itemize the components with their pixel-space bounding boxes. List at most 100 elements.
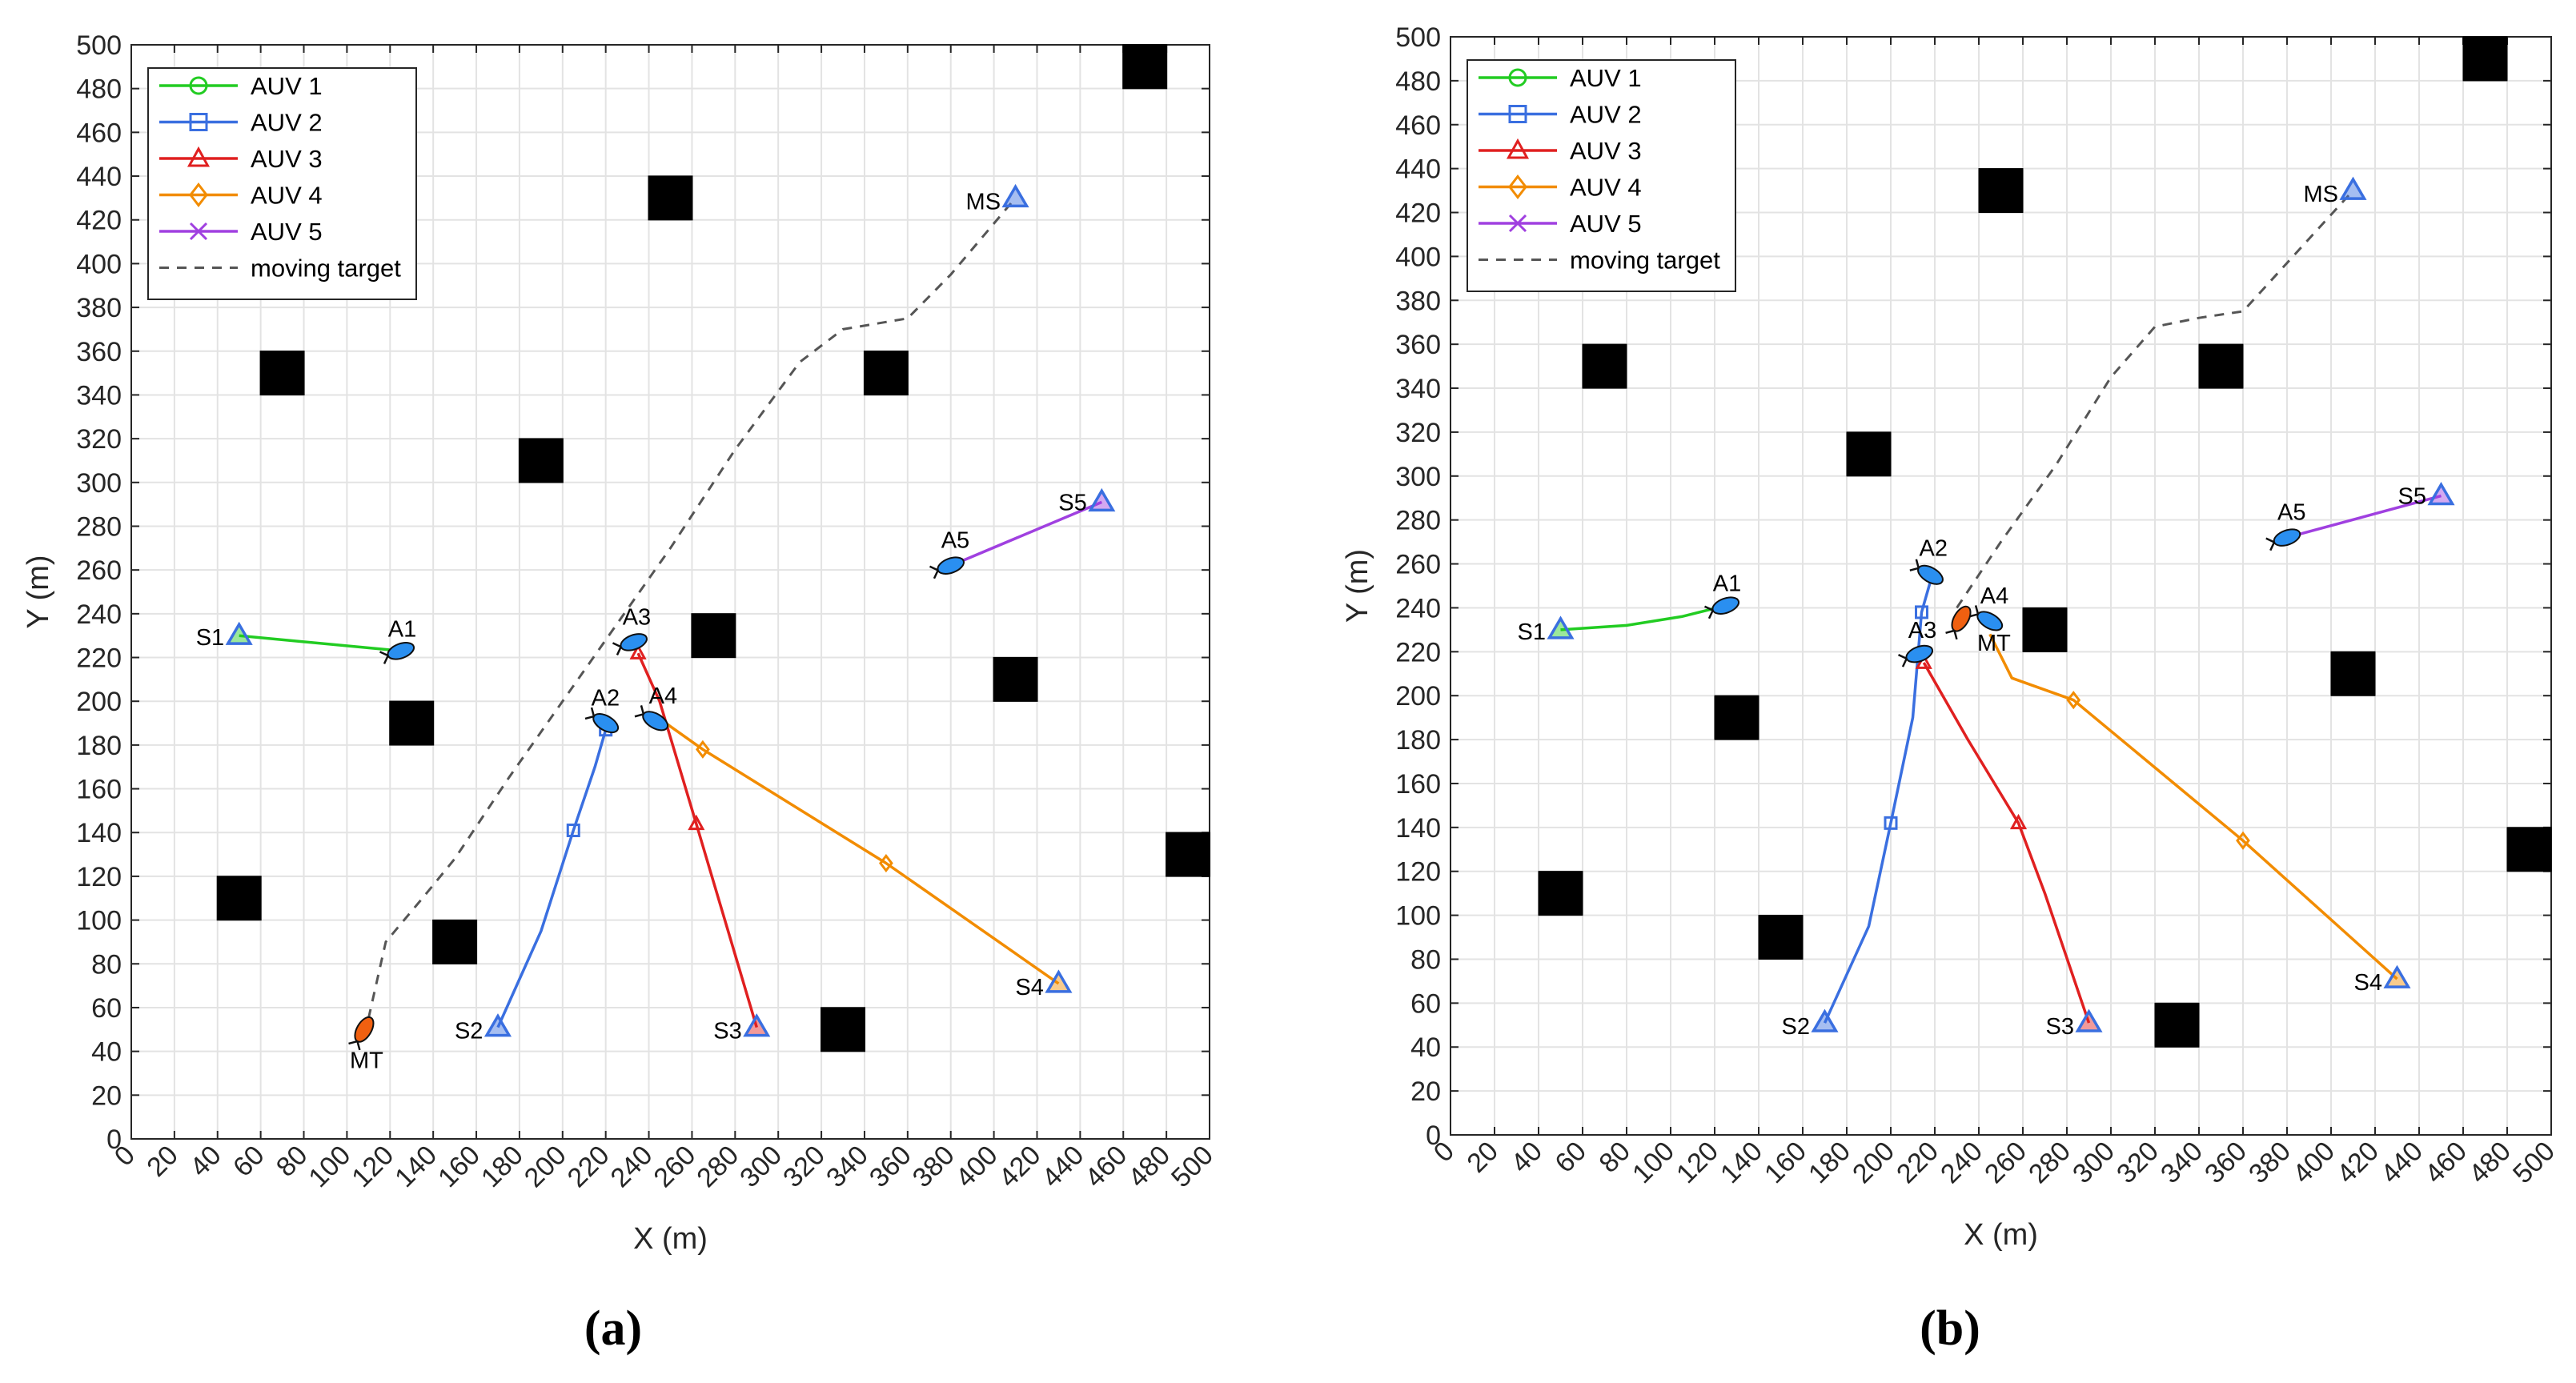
y-tick-label: 20	[91, 1080, 122, 1111]
y-tick-label: 480	[76, 74, 122, 105]
x-tick-label: 260	[648, 1140, 701, 1193]
y-tick-label: 340	[76, 380, 122, 411]
x-tick-label: 40	[184, 1140, 227, 1183]
x-tick-label: 480	[1122, 1140, 1176, 1193]
y-tick-label: 60	[91, 993, 122, 1024]
marker-circle-0	[189, 76, 208, 95]
y-tick-label: 400	[1395, 242, 1441, 272]
y-tick-label: 300	[1395, 462, 1441, 492]
y-tick-label: 80	[1410, 944, 1441, 975]
obstacle	[518, 438, 564, 483]
obstacle	[648, 175, 693, 221]
x-tick-label: 380	[2243, 1136, 2297, 1189]
marker-diamond-0	[879, 853, 893, 873]
obstacle	[2198, 343, 2244, 389]
y-tick-label: 140	[76, 818, 122, 848]
start-label: S5	[1058, 490, 1086, 515]
y-axis-label: Y (m)	[22, 555, 55, 628]
x-tick-label: 300	[2067, 1136, 2121, 1189]
y-tick-label: 120	[1395, 857, 1441, 888]
vehicle-fin	[2265, 537, 2276, 551]
y-tick-label: 420	[1395, 198, 1441, 229]
x-tick-label: 120	[346, 1140, 399, 1193]
legend-label: AUV 1	[1570, 64, 1642, 92]
vehicle-fin	[1945, 629, 1958, 640]
auv-icon	[1968, 605, 2004, 631]
obstacle	[1846, 431, 1892, 477]
y-tick-label: 140	[1395, 813, 1441, 844]
x-tick-label: 140	[1715, 1136, 1768, 1189]
start-marker-icon	[2075, 1008, 2103, 1032]
vehicle-label: A3	[623, 604, 651, 630]
x-tick-label: 480	[2463, 1136, 2517, 1189]
start-marker-icon	[1547, 615, 1575, 639]
legend-label: AUV 3	[1570, 137, 1642, 165]
x-tick-label: 360	[2199, 1136, 2253, 1189]
legend-label: AUV 2	[251, 109, 323, 137]
x-tick-label: 280	[691, 1140, 744, 1193]
x-tick-label: 440	[2375, 1136, 2429, 1189]
vehicle-label: MT	[350, 1048, 383, 1073]
auv-icon	[584, 707, 620, 734]
x-tick-label: 20	[141, 1140, 184, 1183]
start-label: S5	[2398, 483, 2426, 509]
x-tick-label: 320	[2111, 1136, 2165, 1189]
y-tick-label: 380	[76, 293, 122, 323]
series-line-auv-3	[1922, 662, 2091, 1024]
marker-circle-0	[1508, 68, 1527, 87]
start-label: MS	[2304, 182, 2339, 207]
vehicle-body	[1917, 564, 1944, 585]
marker-square-0	[566, 824, 580, 838]
y-tick-label: 160	[76, 775, 122, 805]
marker-triangle-2	[1506, 138, 1530, 159]
legend-box	[147, 67, 417, 300]
marker-x-4	[1508, 214, 1527, 233]
start-marker-icon	[1811, 1008, 1839, 1032]
vehicle-label: A5	[2277, 500, 2305, 526]
vehicle-body	[937, 556, 965, 575]
marker-square-1	[189, 113, 208, 131]
x-tick-label: 240	[605, 1140, 659, 1193]
start-label: S3	[713, 1019, 741, 1044]
y-tick-label: 100	[1395, 901, 1441, 932]
x-tick-label: 120	[1671, 1136, 1724, 1189]
vehicle-label: A4	[649, 683, 677, 709]
y-tick-label: 220	[76, 643, 122, 674]
y-tick-label: 0	[1426, 1120, 1441, 1151]
legend-label: moving target	[1570, 247, 1720, 275]
y-tick-label: 280	[1395, 506, 1441, 536]
chart-panel-b: 0 20 40 60 801001201401601802002202402602803…	[1341, 22, 2561, 1356]
x-tick-label: 80	[1593, 1136, 1636, 1179]
y-tick-label: 500	[76, 30, 122, 61]
y-tick-label: 40	[1410, 1032, 1441, 1063]
vehicle-fin	[1897, 653, 1908, 667]
x-tick-label: 160	[1759, 1136, 1812, 1189]
x-tick-label: 420	[2331, 1136, 2385, 1189]
y-tick-label: 120	[76, 862, 122, 892]
vehicle-label: MT	[1977, 631, 2011, 656]
vehicle-label: A3	[1908, 618, 1936, 643]
x-tick-label: 220	[562, 1140, 616, 1193]
legend-label: AUV 1	[251, 72, 323, 100]
vehicle-label: A2	[592, 686, 620, 712]
y-tick-label: 440	[76, 162, 122, 192]
start-marker-icon	[2339, 176, 2367, 200]
x-tick-label: 320	[777, 1140, 831, 1193]
x-axis-label: X (m)	[633, 1222, 708, 1256]
x-tick-label: 20	[1461, 1136, 1504, 1179]
y-tick-label: 380	[1395, 286, 1441, 316]
legend-label: AUV 5	[1570, 210, 1642, 238]
y-tick-label: 300	[76, 468, 122, 499]
y-tick-label: 0	[106, 1124, 122, 1155]
moving-target-icon	[1945, 605, 1972, 640]
x-tick-label: 200	[1847, 1136, 1900, 1189]
x-tick-label: 460	[1079, 1140, 1133, 1193]
marker-triangle-1	[629, 643, 647, 659]
vehicle-fin	[612, 642, 622, 655]
vehicle-fin	[1909, 559, 1920, 571]
x-tick-label: 280	[2023, 1136, 2076, 1189]
marker-triangle-0	[688, 814, 705, 831]
vehicle-fin	[379, 651, 389, 664]
obstacle	[1582, 343, 1627, 389]
